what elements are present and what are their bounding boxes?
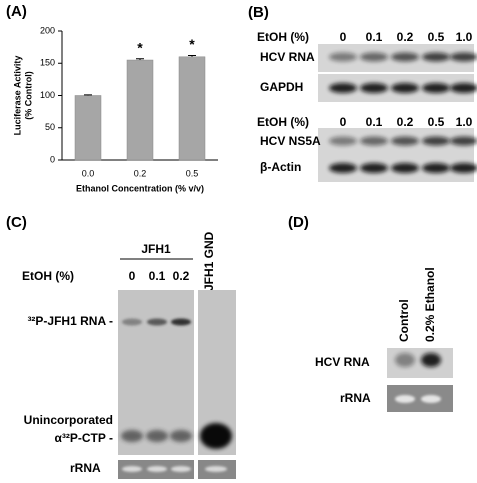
band	[170, 430, 192, 442]
treatment-label: EtOH (%)	[22, 269, 74, 283]
band	[329, 52, 357, 62]
band	[450, 52, 477, 62]
band	[329, 163, 357, 173]
bar	[74, 95, 102, 161]
row-label: HCV RNA	[260, 50, 315, 64]
blot-image	[118, 290, 194, 455]
band	[421, 395, 441, 403]
group-label: JFH1	[141, 242, 171, 256]
band	[171, 466, 191, 472]
panel-label: (C)	[6, 214, 27, 231]
panel-label: (A)	[6, 3, 27, 20]
band	[422, 163, 450, 173]
row-label: β-Actin	[260, 160, 301, 174]
band	[360, 83, 388, 93]
y-tick-label: 150	[40, 58, 55, 68]
band	[395, 353, 415, 367]
band	[147, 466, 167, 472]
band	[122, 318, 142, 326]
lane-label: 0.5	[428, 115, 445, 129]
band	[391, 136, 419, 146]
lane-label: 0.5	[428, 30, 445, 44]
band	[450, 163, 477, 173]
row-label: HCV RNA	[315, 355, 370, 369]
band	[422, 52, 450, 62]
band-label: ³²P-JFH1 RNA -	[27, 314, 113, 328]
band	[146, 430, 168, 442]
lane-label: Control	[397, 299, 411, 342]
annotation: *	[137, 39, 143, 55]
band	[122, 466, 142, 472]
bar	[126, 59, 154, 161]
band	[205, 466, 227, 472]
row-label: rRNA	[340, 391, 371, 405]
band	[121, 430, 143, 442]
band	[391, 163, 419, 173]
error-bar	[188, 55, 196, 57]
band-label: α³²P-CTP -	[55, 431, 113, 445]
lane-label: 0.2	[397, 30, 414, 44]
band	[147, 318, 167, 326]
band	[422, 83, 450, 93]
band	[329, 83, 357, 93]
band	[171, 318, 191, 326]
band	[450, 83, 477, 93]
band	[360, 163, 388, 173]
lane-label: 0.2	[173, 269, 190, 283]
y-axis-label: Luciferase Activity	[12, 56, 22, 136]
band	[422, 136, 450, 146]
lane-label: 0.1	[149, 269, 166, 283]
loading-label: rRNA	[70, 461, 101, 475]
control-lane-label: JFH1 GND	[202, 231, 216, 291]
band	[391, 52, 419, 62]
y-tick-label: 0	[50, 154, 55, 164]
lane-label: 0.2	[397, 115, 414, 129]
band	[200, 423, 232, 449]
lane-label: 1.0	[456, 115, 473, 129]
bar	[178, 56, 206, 161]
treatment-label: EtOH (%)	[257, 115, 309, 129]
row-label: GAPDH	[260, 80, 303, 94]
x-tick-label: 0.2	[134, 168, 147, 178]
y-axis-label: (% Control)	[23, 71, 33, 120]
lane-label: 0.1	[366, 30, 383, 44]
band	[329, 136, 357, 146]
band	[360, 52, 388, 62]
band	[391, 83, 419, 93]
lane-label: 0	[340, 30, 347, 44]
error-bar	[84, 94, 92, 96]
lane-label: 0	[129, 269, 136, 283]
x-axis-label: Ethanol Concentration (% v/v)	[76, 183, 204, 193]
lane-label: 0.2% Ethanol	[423, 267, 437, 342]
band	[395, 395, 415, 403]
treatment-label: EtOH (%)	[257, 30, 309, 44]
y-tick-label: 100	[40, 90, 55, 100]
y-tick-label: 50	[45, 122, 55, 132]
x-tick-label: 0.5	[186, 168, 199, 178]
lane-label: 0	[340, 115, 347, 129]
band	[450, 136, 477, 146]
band	[360, 136, 388, 146]
lane-label: 0.1	[366, 115, 383, 129]
band-label: Unincorporated	[24, 413, 113, 427]
panel-label: (D)	[288, 214, 309, 231]
y-tick-label: 200	[40, 25, 55, 35]
error-bar	[136, 58, 144, 61]
panel-label: (B)	[248, 4, 269, 21]
annotation: *	[189, 36, 195, 52]
lane-label: 1.0	[456, 30, 473, 44]
band	[421, 353, 441, 367]
x-tick-label: 0.0	[82, 168, 95, 178]
row-label: HCV NS5A	[260, 134, 321, 148]
